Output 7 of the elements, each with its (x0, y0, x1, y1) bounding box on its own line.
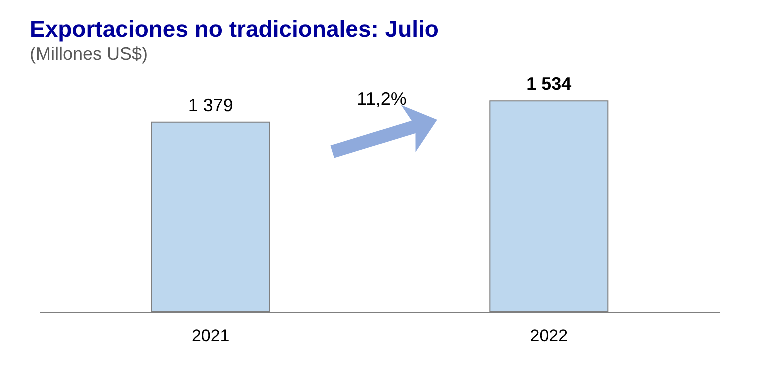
x-tick-label: 2021 (192, 326, 230, 346)
chart-title: Exportaciones no tradicionales: Julio (30, 16, 439, 42)
chart-subtitle: (Millones US$) (30, 44, 148, 64)
x-tick-label: 2022 (530, 326, 568, 346)
annotation: 11,2% (357, 89, 407, 109)
data-label: 1 534 (526, 74, 572, 94)
data-label: 1 379 (188, 95, 234, 116)
